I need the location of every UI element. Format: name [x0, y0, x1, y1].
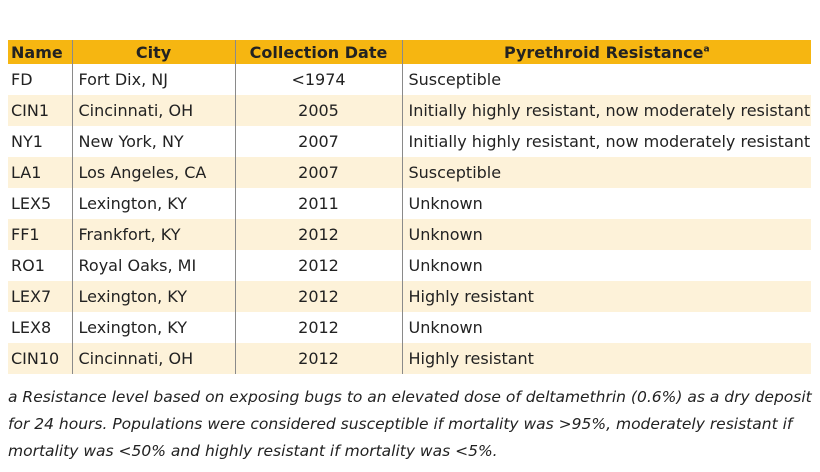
table-cell: FF1 [8, 219, 72, 250]
table-row: FD Fort Dix, NJ <1974 Susceptible [8, 64, 811, 95]
table-cell: Unknown [401, 188, 811, 219]
table-cell: 2007 [234, 126, 402, 157]
table-cell: LEX5 [11, 194, 52, 213]
table-cell: Cincinnati, OH [71, 95, 235, 126]
table-row: LEX7 Lexington, KY 2012 Highly resistant [8, 281, 811, 312]
table-cell: Los Angeles, CA [71, 157, 235, 188]
header-text: City [135, 42, 172, 62]
resistance-table: Name City Collection Date Pyrethroid Resist… [8, 40, 811, 374]
header-text: Pyrethroid Resistance [503, 42, 704, 62]
table-cell: Fort Dix, NJ [71, 64, 235, 95]
table-cell: Lexington, KY [71, 312, 235, 343]
table-cell: Highly resistant [401, 343, 811, 374]
table-cell: Frankfort, KY [71, 219, 235, 250]
table-cell: 2007 [234, 157, 402, 188]
table-cell: Highly resistant [401, 281, 811, 312]
table-cell: LEX8 [11, 318, 52, 337]
table-cell: 2012 [234, 343, 402, 374]
table-cell: Cincinnati, OH [71, 343, 235, 374]
table-cell: New York, NY [71, 126, 235, 157]
table-cell: CIN10 [8, 343, 72, 374]
header-text: Collection Date [249, 42, 388, 62]
table-cell: Unknown [401, 219, 811, 250]
table-cell: LA1 [8, 157, 72, 188]
table-cell: NY1 [11, 132, 43, 151]
table-row: CIN10 Cincinnati, OH 2012 Highly resistant [8, 343, 811, 374]
table-cell: Susceptible [401, 157, 811, 188]
table-cell: 2011 [234, 188, 402, 219]
table-cell: 2012 [234, 250, 402, 281]
table-cell: RO1 [11, 256, 45, 275]
table-cell: 2012 [234, 219, 402, 250]
table-row: LEX5 Lexington, KY 2011 Unknown [8, 188, 811, 219]
column-header: Collection Date [234, 40, 402, 64]
table-row: LEX8 Lexington, KY 2012 Unknown [8, 312, 811, 343]
footnote: a Resistance level based on exposing bug… [8, 388, 812, 460]
table-cell: <1974 [234, 64, 402, 95]
table-row: CIN1 Cincinnati, OH 2005 Initially highly r… [8, 95, 811, 126]
table-cell: CIN1 [8, 95, 72, 126]
table-row: RO1 Royal Oaks, MI 2012 Unknown [8, 250, 811, 281]
column-header: City [71, 40, 235, 64]
table-cell: Initially highly resistant, now moderate… [401, 126, 811, 157]
table-cell: Lexington, KY [71, 188, 235, 219]
table-container: Name City Collection Date Pyrethroid Resist… [8, 40, 811, 374]
header-superscript: a [703, 44, 710, 55]
table-cell: FD [11, 70, 33, 89]
table-cell: Unknown [401, 250, 811, 281]
table-cell: Susceptible [401, 64, 811, 95]
table-cell: 2012 [234, 312, 402, 343]
column-header: Pyrethroid Resistancea [401, 40, 811, 64]
table-row: NY1 New York, NY 2007 Initially highly resi… [8, 126, 811, 157]
table-row: FF1 Frankfort, KY 2012 Unknown [8, 219, 811, 250]
header-row: Name City Collection Date Pyrethroid Resist… [8, 40, 811, 64]
table-cell: 2005 [234, 95, 402, 126]
table-row: LA1 Los Angeles, CA 2007 Susceptible [8, 157, 811, 188]
table-cell: Unknown [401, 312, 811, 343]
column-header: Name [8, 40, 72, 64]
table-cell: Royal Oaks, MI [71, 250, 235, 281]
table-body: FD Fort Dix, NJ <1974 Susceptible CIN1 Cincin… [8, 64, 811, 374]
table-cell: LEX7 [8, 281, 72, 312]
header-text: Name [11, 42, 63, 62]
table-cell: 2012 [234, 281, 402, 312]
table-cell: Lexington, KY [71, 281, 235, 312]
table-cell: Initially highly resistant, now moderate… [401, 95, 811, 126]
